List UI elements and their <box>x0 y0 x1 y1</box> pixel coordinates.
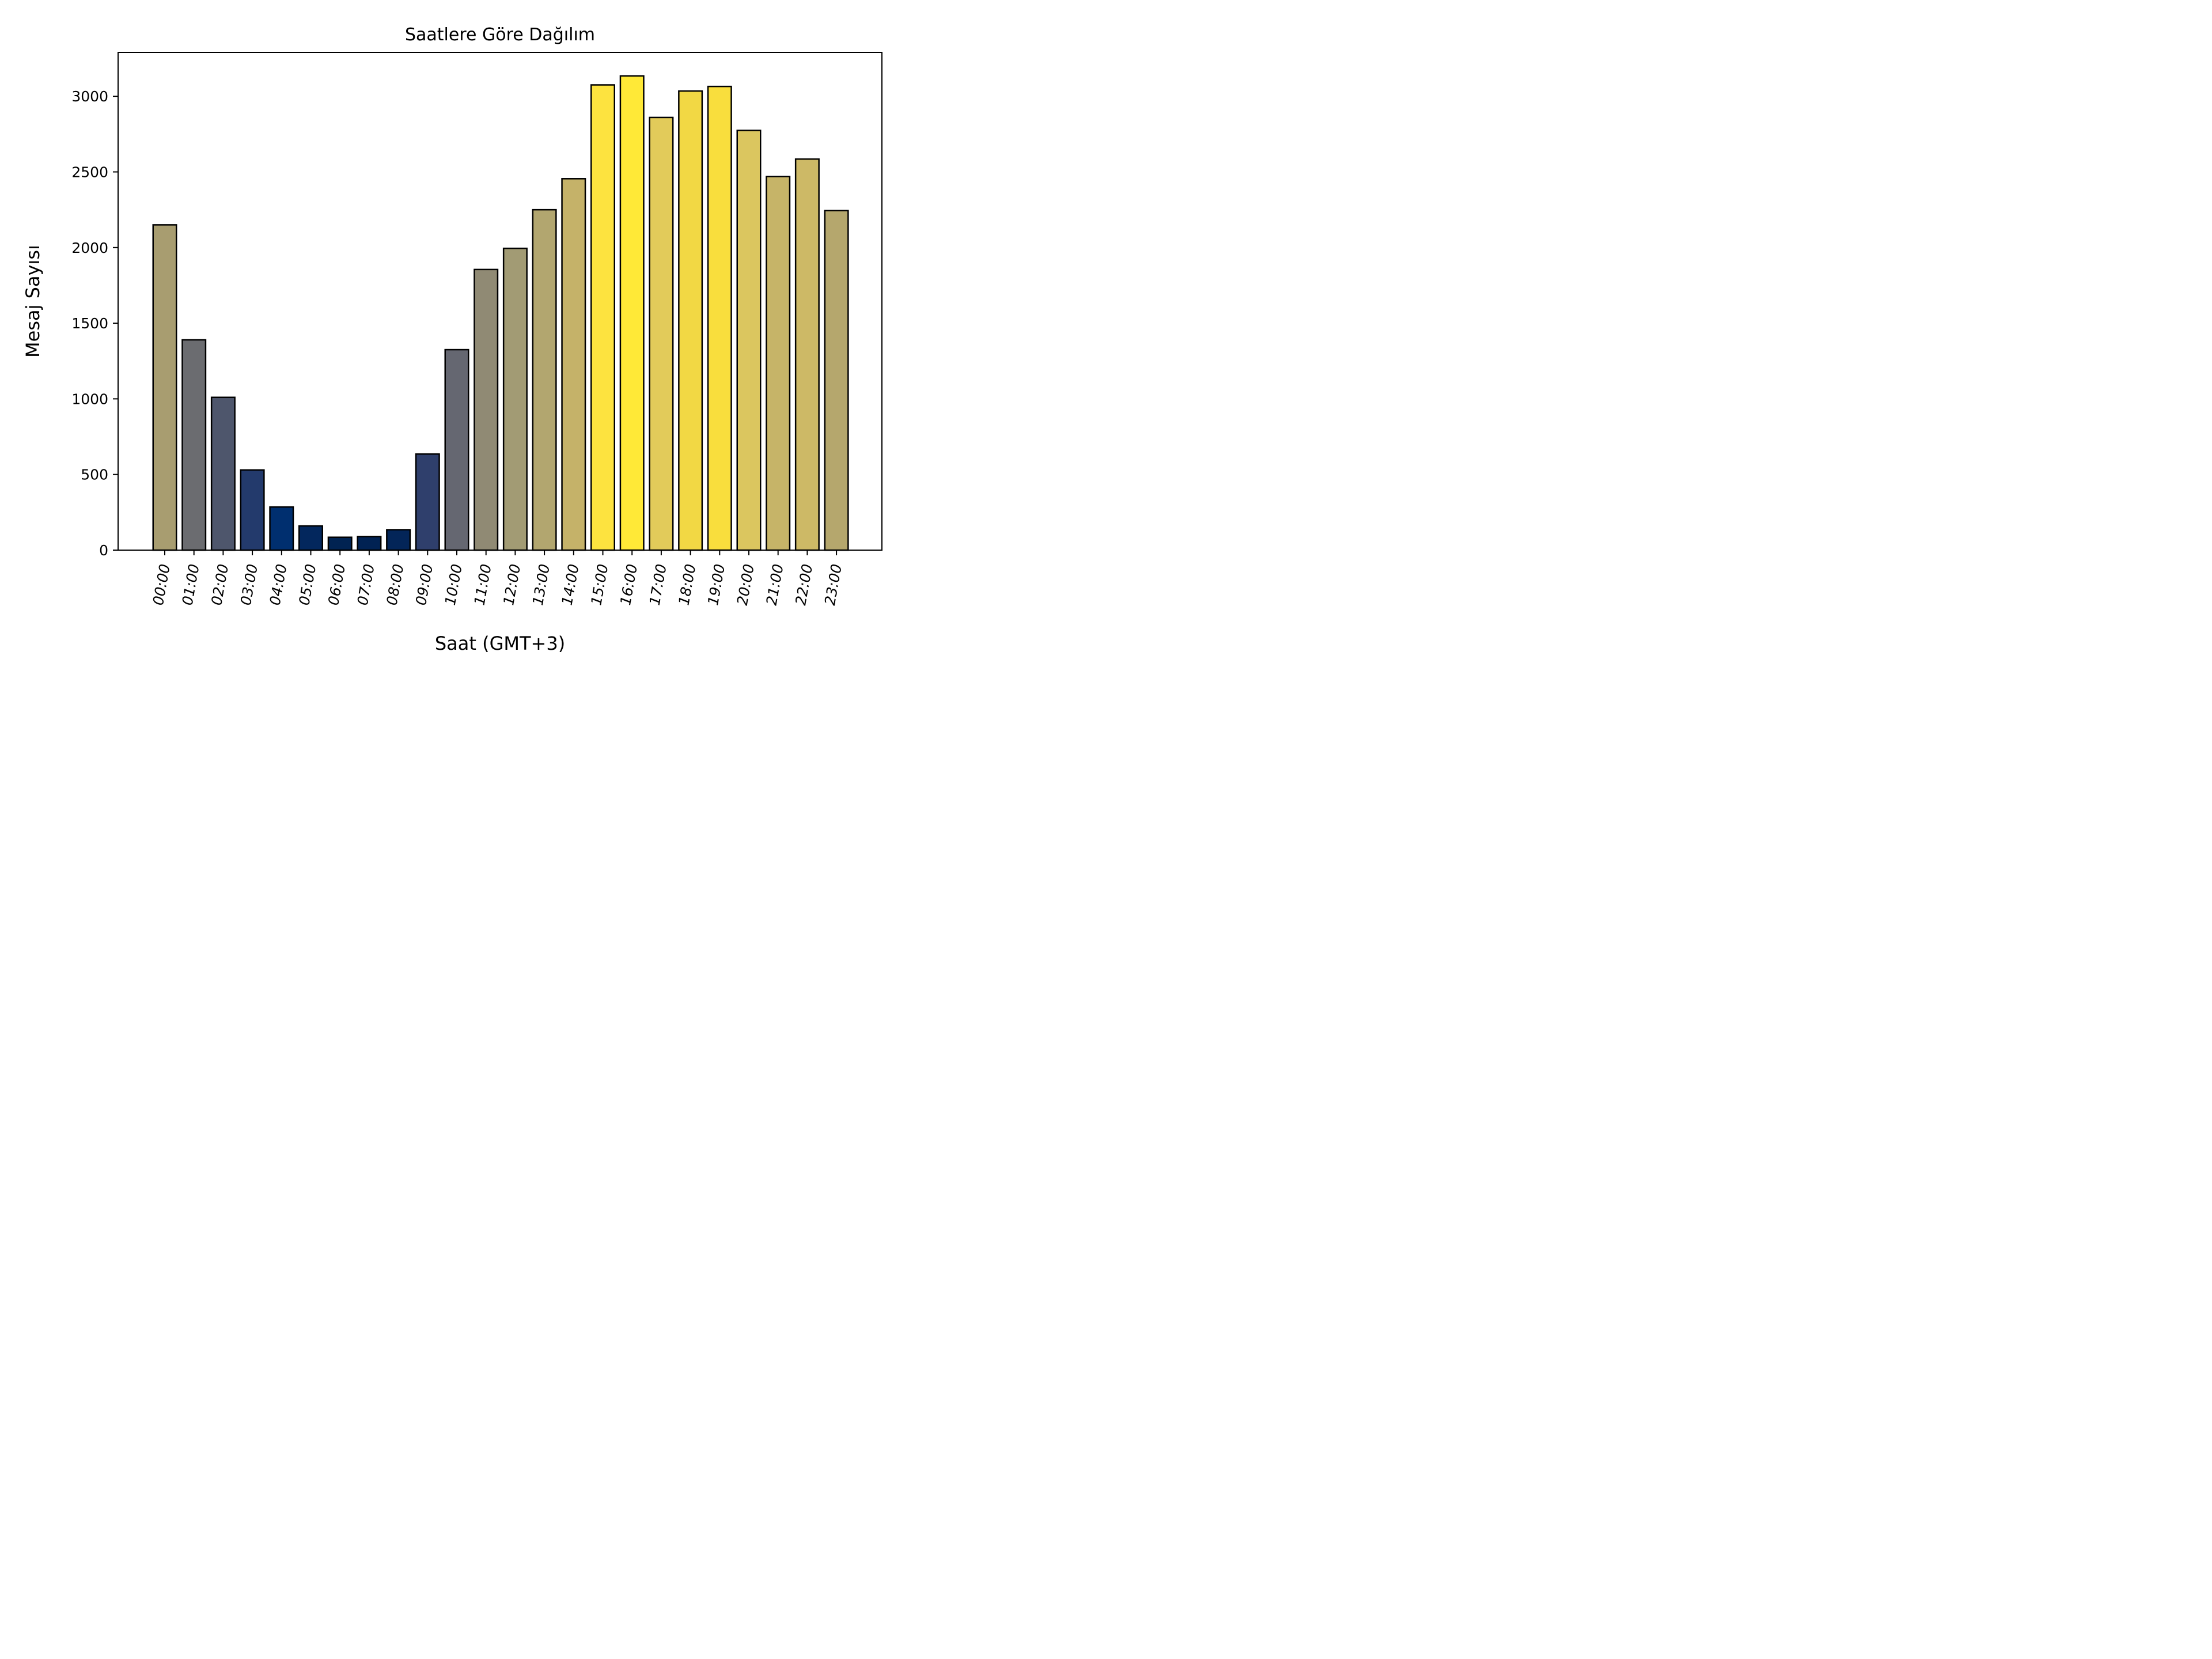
x-tick-label: 22:00 <box>792 563 816 607</box>
x-tick-label: 09:00 <box>412 563 436 607</box>
hourly-distribution-chart: Saatlere Göre Dağılım 0 500 1000 1500 2000 25… <box>0 0 899 675</box>
x-tick-label: 17:00 <box>646 563 670 607</box>
x-tick-label: 23:00 <box>821 563 845 607</box>
chart-title: Saatlere Göre Dağılım <box>405 25 595 45</box>
x-tick-label: 06:00 <box>325 563 349 607</box>
bar-0200 <box>210 396 236 551</box>
x-tick-label: 08:00 <box>383 563 407 607</box>
y-tick-label: 2000 <box>71 240 108 256</box>
y-tick-label: 0 <box>99 542 108 559</box>
x-tick-label: 00:00 <box>150 563 173 607</box>
bar-2000 <box>736 130 762 551</box>
bar-2100 <box>766 176 791 551</box>
x-tick-label: 19:00 <box>704 563 728 607</box>
bar-0400 <box>269 506 294 551</box>
x-tick-label: 21:00 <box>763 563 787 607</box>
x-tick-label: 04:00 <box>267 563 290 607</box>
bar-2200 <box>794 158 820 551</box>
bar-1700 <box>649 116 674 551</box>
y-tick-label: 3000 <box>71 88 108 105</box>
y-axis: 0 500 1000 1500 2000 2500 3000 <box>71 88 118 559</box>
chart-canvas: Saatlere Göre Dağılım 0 500 1000 1500 2000 25… <box>22 25 882 654</box>
bar-1000 <box>444 349 469 551</box>
bar-0500 <box>298 525 323 551</box>
bar-1500 <box>590 84 615 551</box>
bar-0700 <box>357 536 382 551</box>
bar-0900 <box>415 453 440 551</box>
plot-frame <box>118 52 882 551</box>
x-tick-label: 18:00 <box>675 563 699 607</box>
x-axis-label: Saat (GMT+3) <box>435 632 565 654</box>
bars-layer <box>152 75 849 551</box>
bar-1400 <box>561 178 586 551</box>
x-tick-label: 02:00 <box>208 563 232 607</box>
x-tick-label: 12:00 <box>500 563 524 607</box>
y-tick-label: 1000 <box>71 391 108 407</box>
bar-0600 <box>327 536 353 551</box>
x-tick-label: 15:00 <box>588 563 611 607</box>
x-tick-label: 16:00 <box>617 563 641 607</box>
y-tick-label: 1500 <box>71 315 108 332</box>
x-tick-label: 03:00 <box>237 563 261 607</box>
bar-1800 <box>678 90 703 551</box>
x-tick-label: 01:00 <box>179 563 203 607</box>
bar-0800 <box>386 529 411 551</box>
bar-1600 <box>619 75 645 551</box>
x-tick-label: 10:00 <box>442 563 465 607</box>
bar-0300 <box>240 469 265 551</box>
x-tick-label: 13:00 <box>529 563 553 607</box>
bar-1200 <box>502 247 528 551</box>
y-axis-label: Mesaj Sayısı <box>22 245 44 358</box>
bar-0000 <box>152 224 177 551</box>
bar-1900 <box>707 85 732 551</box>
y-tick-label: 500 <box>81 467 108 483</box>
x-axis: 00:00 01:00 02:00 03:00 04:00 05:00 06:00 07:00… <box>150 550 845 607</box>
y-tick-label: 2500 <box>71 164 108 180</box>
x-tick-label: 20:00 <box>734 563 757 607</box>
x-tick-label: 05:00 <box>296 563 319 607</box>
bar-1100 <box>474 268 499 551</box>
x-tick-label: 14:00 <box>559 563 582 607</box>
bar-1300 <box>532 209 557 551</box>
x-tick-label: 07:00 <box>354 563 378 607</box>
bar-2300 <box>824 210 849 551</box>
x-tick-label: 11:00 <box>471 563 495 607</box>
bar-0100 <box>181 339 207 551</box>
